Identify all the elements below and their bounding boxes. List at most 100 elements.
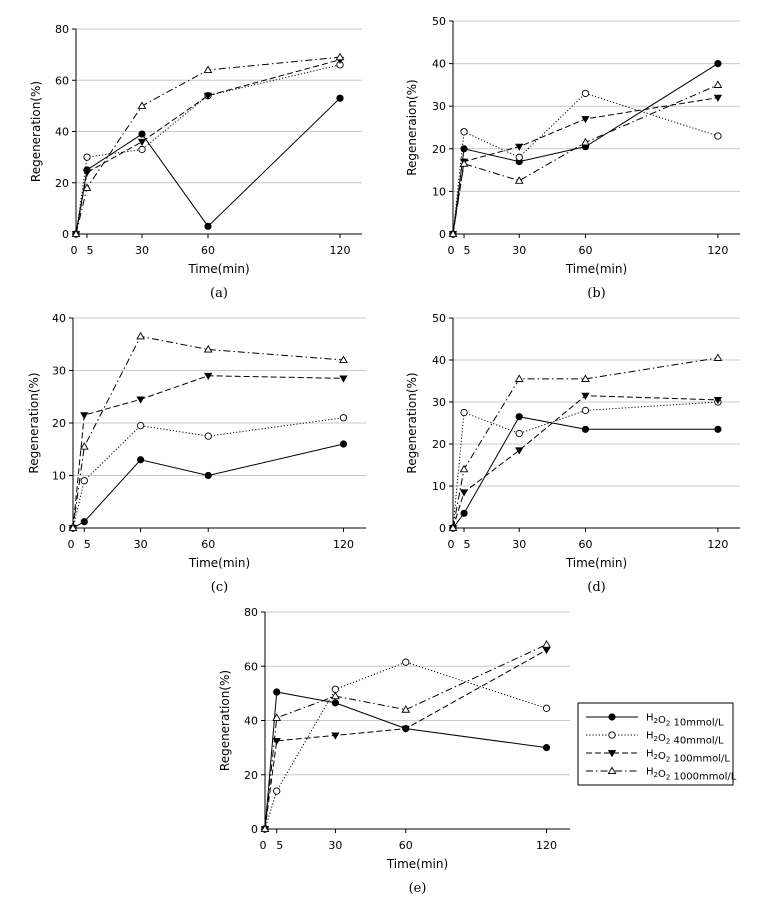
- data-point: [542, 704, 551, 712]
- y-tick-label: 80: [244, 606, 258, 619]
- series-4: [448, 353, 723, 532]
- data-point: [137, 138, 147, 146]
- y-tick-label: 0: [251, 823, 258, 836]
- series-line: [452, 357, 719, 529]
- x-tick-label: 5: [464, 538, 471, 551]
- y-tick-label: 0: [62, 228, 69, 241]
- data-point: [581, 137, 590, 146]
- legend-text: O: [658, 751, 666, 762]
- x-axis-label: Time(min): [565, 262, 627, 276]
- data-point: [515, 429, 523, 438]
- legend-text: 40mmol/L: [670, 736, 724, 747]
- series-1: [72, 94, 344, 238]
- data-point: [542, 647, 551, 655]
- y-tick-label: 20: [244, 769, 258, 782]
- panel-label: (e): [409, 881, 427, 896]
- data-point: [68, 523, 78, 532]
- x-tick-label: 60: [578, 244, 592, 257]
- data-point: [339, 375, 348, 383]
- y-tick-label: 10: [432, 185, 446, 198]
- data-point: [272, 737, 281, 746]
- series-line: [452, 84, 719, 235]
- series-2: [261, 658, 551, 833]
- series-line: [75, 59, 341, 235]
- data-point: [448, 229, 458, 238]
- data-point: [83, 153, 91, 161]
- data-point: [80, 518, 88, 526]
- y-tick-label: 40: [432, 58, 446, 71]
- data-point: [260, 824, 270, 833]
- x-tick-label: 0: [71, 244, 78, 257]
- panel-label: (b): [587, 286, 605, 301]
- data-point: [136, 421, 145, 430]
- legend-subscript: 2: [666, 720, 670, 728]
- series-3: [448, 94, 723, 239]
- data-point: [71, 229, 81, 238]
- data-point: [80, 477, 88, 485]
- x-tick-label: 30: [328, 839, 342, 852]
- legend-text: 100mmol/L: [670, 754, 730, 765]
- y-tick-label: 50: [432, 312, 446, 325]
- data-point: [80, 412, 89, 420]
- y-tick-label: 60: [55, 74, 69, 87]
- x-tick-label: 0: [68, 538, 75, 551]
- y-axis-label: Regeneration(%): [218, 670, 232, 771]
- data-point: [204, 471, 212, 480]
- y-axis-label: Regeneraion(%): [405, 79, 419, 176]
- series-line: [264, 644, 547, 830]
- series-line: [452, 401, 718, 529]
- y-tick-label: 40: [432, 354, 446, 367]
- data-point: [460, 408, 468, 417]
- legend-text: H: [646, 749, 654, 760]
- data-point: [459, 464, 469, 473]
- legend-subscript: 2: [654, 771, 658, 779]
- data-point: [203, 345, 213, 353]
- x-axis-label: Time(min): [386, 857, 448, 871]
- data-point: [459, 489, 469, 497]
- data-point: [137, 101, 147, 109]
- x-tick-label: 5: [87, 244, 94, 257]
- data-point: [714, 425, 722, 433]
- y-tick-label: 30: [432, 100, 446, 113]
- legend-subscript: 2: [666, 774, 670, 782]
- x-tick-label: 120: [707, 538, 728, 551]
- data-point: [79, 442, 89, 450]
- data-point: [542, 640, 551, 648]
- data-point: [402, 658, 410, 666]
- data-point: [515, 413, 523, 421]
- series-line: [75, 97, 341, 235]
- x-tick-label: 120: [330, 244, 351, 257]
- y-tick-label: 30: [52, 365, 66, 378]
- legend-text: H: [646, 767, 654, 778]
- series-2: [449, 89, 722, 238]
- x-axis-label: Time(min): [188, 556, 250, 570]
- x-tick-label: 5: [276, 839, 283, 852]
- y-tick-label: 20: [55, 177, 69, 190]
- data-point: [331, 691, 340, 700]
- series-1: [449, 413, 722, 532]
- y-tick-label: 20: [432, 143, 446, 156]
- legend-subscript: 2: [654, 753, 658, 761]
- data-point: [82, 183, 92, 191]
- data-point: [515, 153, 523, 161]
- y-tick-label: 0: [439, 522, 446, 535]
- legend-entry: H2O2 10mmol/L: [646, 713, 724, 729]
- data-point: [581, 406, 590, 415]
- series-4: [448, 80, 723, 238]
- y-tick-label: 20: [432, 438, 446, 451]
- series-2: [449, 398, 722, 532]
- data-point: [331, 732, 340, 740]
- x-tick-label: 0: [260, 839, 267, 852]
- data-point: [514, 374, 524, 382]
- legend-entry: H2O2 40mmol/L: [646, 731, 724, 747]
- x-tick-label: 0: [448, 538, 455, 551]
- legend-text: O: [658, 733, 666, 744]
- x-tick-label: 120: [333, 538, 354, 551]
- panel-label: (d): [587, 580, 605, 595]
- series-line: [452, 416, 718, 529]
- series-line: [72, 443, 344, 529]
- series-line: [72, 335, 344, 529]
